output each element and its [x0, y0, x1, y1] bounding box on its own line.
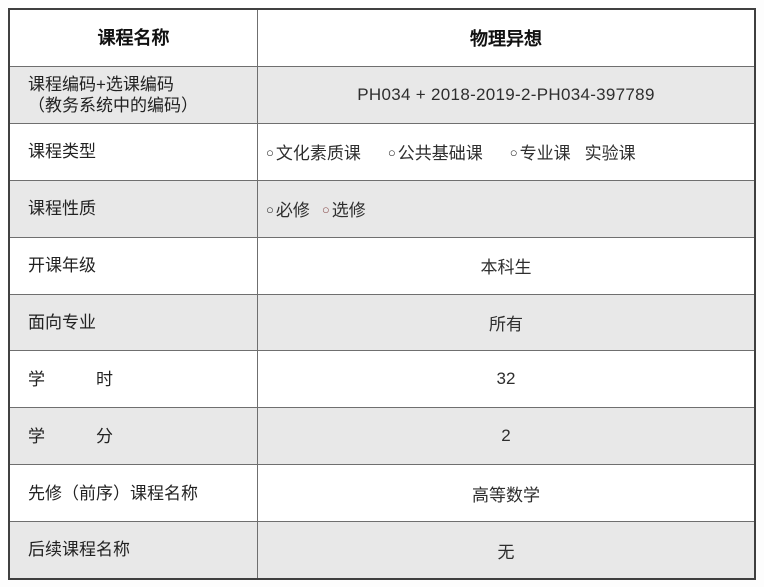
option-label: 文化素质课 — [275, 144, 361, 164]
value-majors: 所有 — [489, 314, 523, 334]
table-row-credits: 学 分 2 — [10, 407, 754, 465]
value-hours: 32 — [496, 369, 516, 389]
radio-circle-icon: ○ — [266, 201, 274, 217]
option-label: 选修 — [331, 201, 366, 221]
option-public-basic-course[interactable]: ○ 公共基础课 — [388, 139, 483, 164]
option-required[interactable]: ○ 必修 — [266, 196, 310, 221]
label-followup: 后续课程名称 — [10, 522, 258, 579]
value-grade: 本科生 — [480, 258, 532, 278]
course-info-table: 课程名称 物理异想 课程编码+选课编码 （教务系统中的编码） PH034 + 2… — [8, 8, 756, 580]
label-majors: 面向专业 — [10, 294, 258, 351]
radio-circle-icon: ○ — [266, 144, 274, 160]
course-code-label-line1: 课程编码+选课编码 — [28, 74, 174, 94]
course-code-text: PH034 + 2018-2019-2-PH034-397789 — [357, 84, 655, 104]
course-code-label-line2: （教务系统中的编码） — [28, 95, 198, 115]
table-row-grade: 开课年级 本科生 — [10, 236, 754, 294]
option-culture-quality-course[interactable]: ○ 文化素质课 — [266, 139, 361, 164]
option-label: 公共基础课 — [397, 144, 483, 164]
radio-circle-icon: ○ — [509, 144, 518, 160]
option-label: 实验课 — [584, 144, 636, 164]
table-row-course-type: 课程类型 ○ 文化素质课 ○ 公共基础课 ○ 专业课 实验课 — [10, 122, 754, 180]
table-row-majors: 面向专业 所有 — [10, 293, 754, 351]
table-row-hours: 学 时 32 — [10, 350, 754, 408]
radio-circle-icon: ○ — [387, 144, 396, 160]
option-major-course[interactable]: ○ 专业课 — [510, 139, 571, 164]
option-elective[interactable]: ○ 选修 — [322, 196, 366, 221]
table-row-course-name: 课程名称 物理异想 — [10, 10, 754, 66]
value-credits: 2 — [501, 426, 511, 446]
table-row-course-nature: 课程性质 ○ 必修 ○ 选修 — [10, 179, 754, 237]
table-row-prerequisite: 先修（前序）课程名称 高等数学 — [10, 464, 754, 522]
value-course-nature: ○ 必修 ○ 选修 — [258, 181, 754, 237]
course-code-label-lines: 课程编码+选课编码 （教务系统中的编码） — [28, 74, 198, 117]
label-credits: 学 分 — [10, 408, 258, 465]
value-course-type: ○ 文化素质课 ○ 公共基础课 ○ 专业课 实验课 — [258, 124, 754, 180]
option-label: 必修 — [275, 201, 310, 221]
label-course-name: 课程名称 — [10, 10, 258, 66]
label-prerequisite: 先修（前序）课程名称 — [10, 465, 258, 522]
label-course-code: 课程编码+选课编码 （教务系统中的编码） — [10, 66, 258, 123]
label-grade: 开课年级 — [10, 237, 258, 294]
value-followup: 无 — [497, 542, 515, 562]
value-prerequisite: 高等数学 — [472, 485, 540, 505]
table-row-followup: 后续课程名称 无 — [10, 521, 754, 579]
table-row-course-code: 课程编码+选课编码 （教务系统中的编码） PH034 + 2018-2019-2… — [10, 65, 754, 123]
label-hours: 学 时 — [10, 351, 258, 408]
value-course-name: 物理异想 — [470, 28, 542, 49]
label-course-type: 课程类型 — [10, 123, 258, 180]
option-label: 专业课 — [519, 144, 571, 164]
option-lab-course[interactable]: 实验课 — [583, 139, 636, 164]
value-course-code: PH034 + 2018-2019-2-PH034-397789 — [258, 67, 754, 123]
label-course-nature: 课程性质 — [10, 180, 258, 237]
radio-circle-red-icon: ○ — [321, 201, 330, 217]
